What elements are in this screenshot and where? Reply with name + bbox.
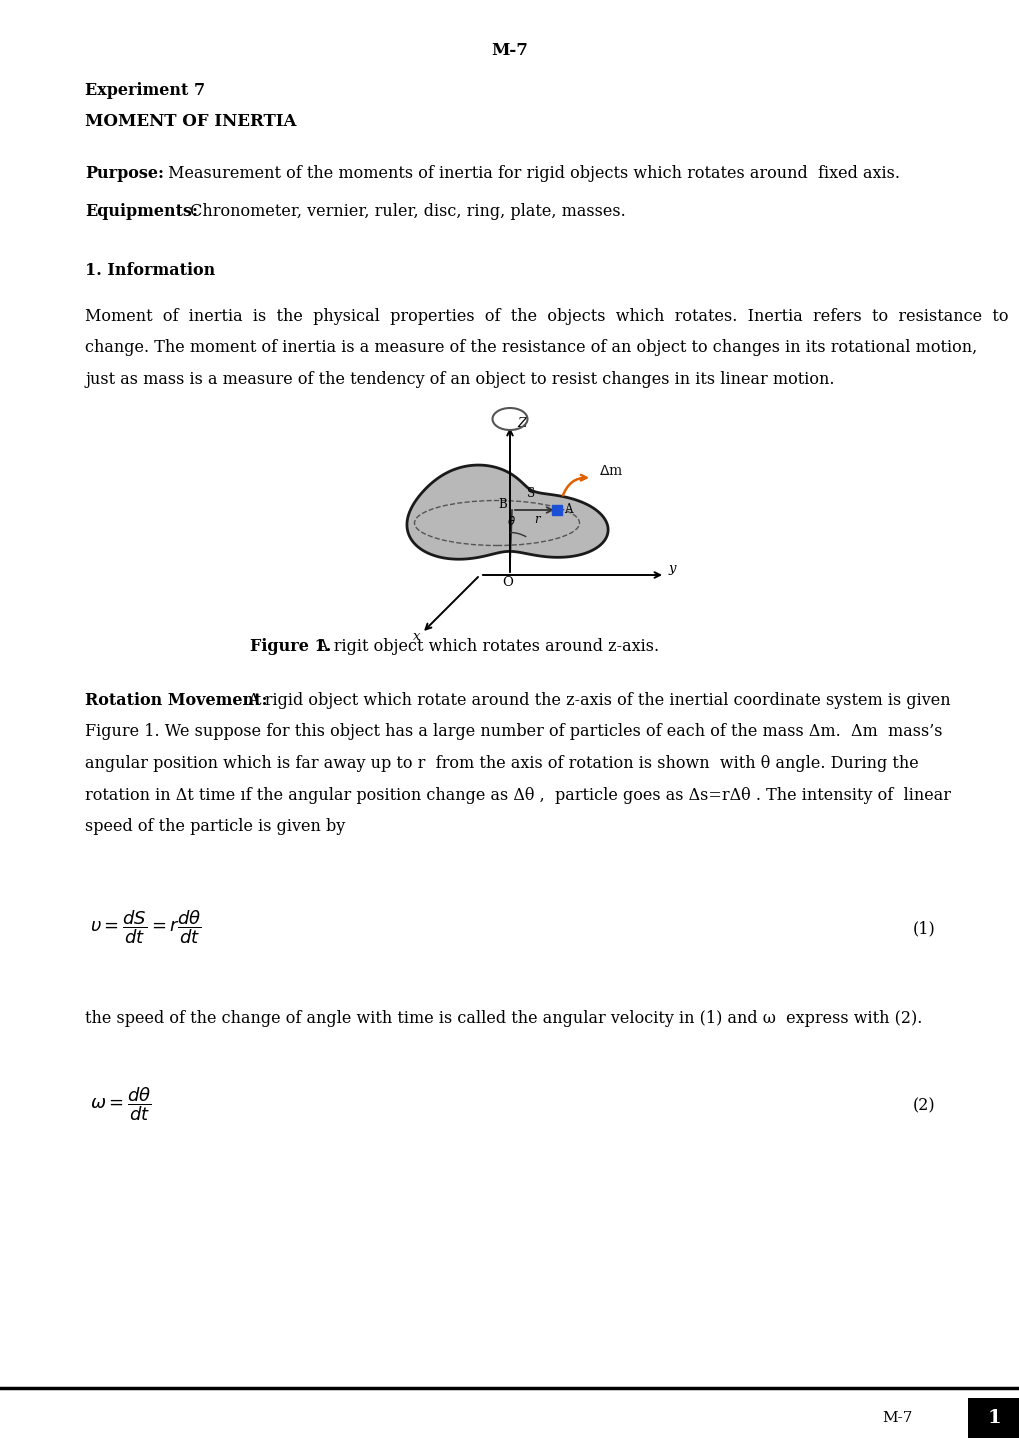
Text: Measurement of the moments of inertia for rigid objects which rotates around  fi: Measurement of the moments of inertia fo… <box>163 164 899 182</box>
Text: B: B <box>497 497 506 510</box>
Text: Purpose:: Purpose: <box>85 164 164 182</box>
Text: O: O <box>501 575 513 588</box>
Text: A: A <box>564 503 572 516</box>
Text: 1. Information: 1. Information <box>85 262 215 278</box>
Text: M-7: M-7 <box>491 42 528 59</box>
Text: r: r <box>534 513 539 526</box>
Text: Equipments:: Equipments: <box>85 203 198 221</box>
Text: Figure 1. We suppose for this object has a large number of particles of each of : Figure 1. We suppose for this object has… <box>85 724 942 741</box>
Text: the speed of the change of angle with time is called the angular velocity in (1): the speed of the change of angle with ti… <box>85 1009 921 1027</box>
FancyBboxPatch shape <box>967 1397 1019 1438</box>
Text: S: S <box>527 487 535 500</box>
Text: x: x <box>413 630 420 643</box>
Text: speed of the particle is given by: speed of the particle is given by <box>85 818 344 835</box>
Text: 1: 1 <box>986 1409 1000 1428</box>
Text: (2): (2) <box>911 1097 934 1115</box>
Text: Experiment 7: Experiment 7 <box>85 82 205 99</box>
Text: y: y <box>667 562 675 575</box>
Text: $\theta$: $\theta$ <box>506 515 516 528</box>
Text: Rotation Movement:: Rotation Movement: <box>85 692 267 709</box>
Text: A rigit object which rotates around z-axis.: A rigit object which rotates around z-ax… <box>312 637 658 655</box>
Text: Chronometer, vernier, ruler, disc, ring, plate, masses.: Chronometer, vernier, ruler, disc, ring,… <box>184 203 625 221</box>
Text: $\omega =\dfrac{d\theta}{dt}$: $\omega =\dfrac{d\theta}{dt}$ <box>90 1084 152 1123</box>
Text: A rigid object which rotate around the z-axis of the inertial coordinate system : A rigid object which rotate around the z… <box>243 692 950 709</box>
Text: Z: Z <box>517 417 526 430</box>
Text: $\Delta$m: $\Delta$m <box>598 464 623 477</box>
Text: angular position which is far away up to r  from the axis of rotation is shown  : angular position which is far away up to… <box>85 756 918 771</box>
Text: rotation in Δt time ıf the angular position change as Δθ ,  particle goes as Δs=: rotation in Δt time ıf the angular posit… <box>85 786 950 803</box>
Text: Figure 1.: Figure 1. <box>250 637 331 655</box>
Text: $\upsilon =\dfrac{dS}{dt}=r\dfrac{d\theta}{dt}$: $\upsilon =\dfrac{dS}{dt}=r\dfrac{d\thet… <box>90 908 202 946</box>
Text: (1): (1) <box>911 920 934 937</box>
Text: M-7: M-7 <box>881 1412 912 1425</box>
Polygon shape <box>407 466 607 559</box>
Text: Moment  of  inertia  is  the  physical  properties  of  the  objects  which  rot: Moment of inertia is the physical proper… <box>85 309 1008 324</box>
Text: change. The moment of inertia is a measure of the resistance of an object to cha: change. The moment of inertia is a measu… <box>85 339 976 356</box>
Text: MOMENT OF INERTIA: MOMENT OF INERTIA <box>85 112 297 130</box>
Text: just as mass is a measure of the tendency of an object to resist changes in its : just as mass is a measure of the tendenc… <box>85 371 834 388</box>
